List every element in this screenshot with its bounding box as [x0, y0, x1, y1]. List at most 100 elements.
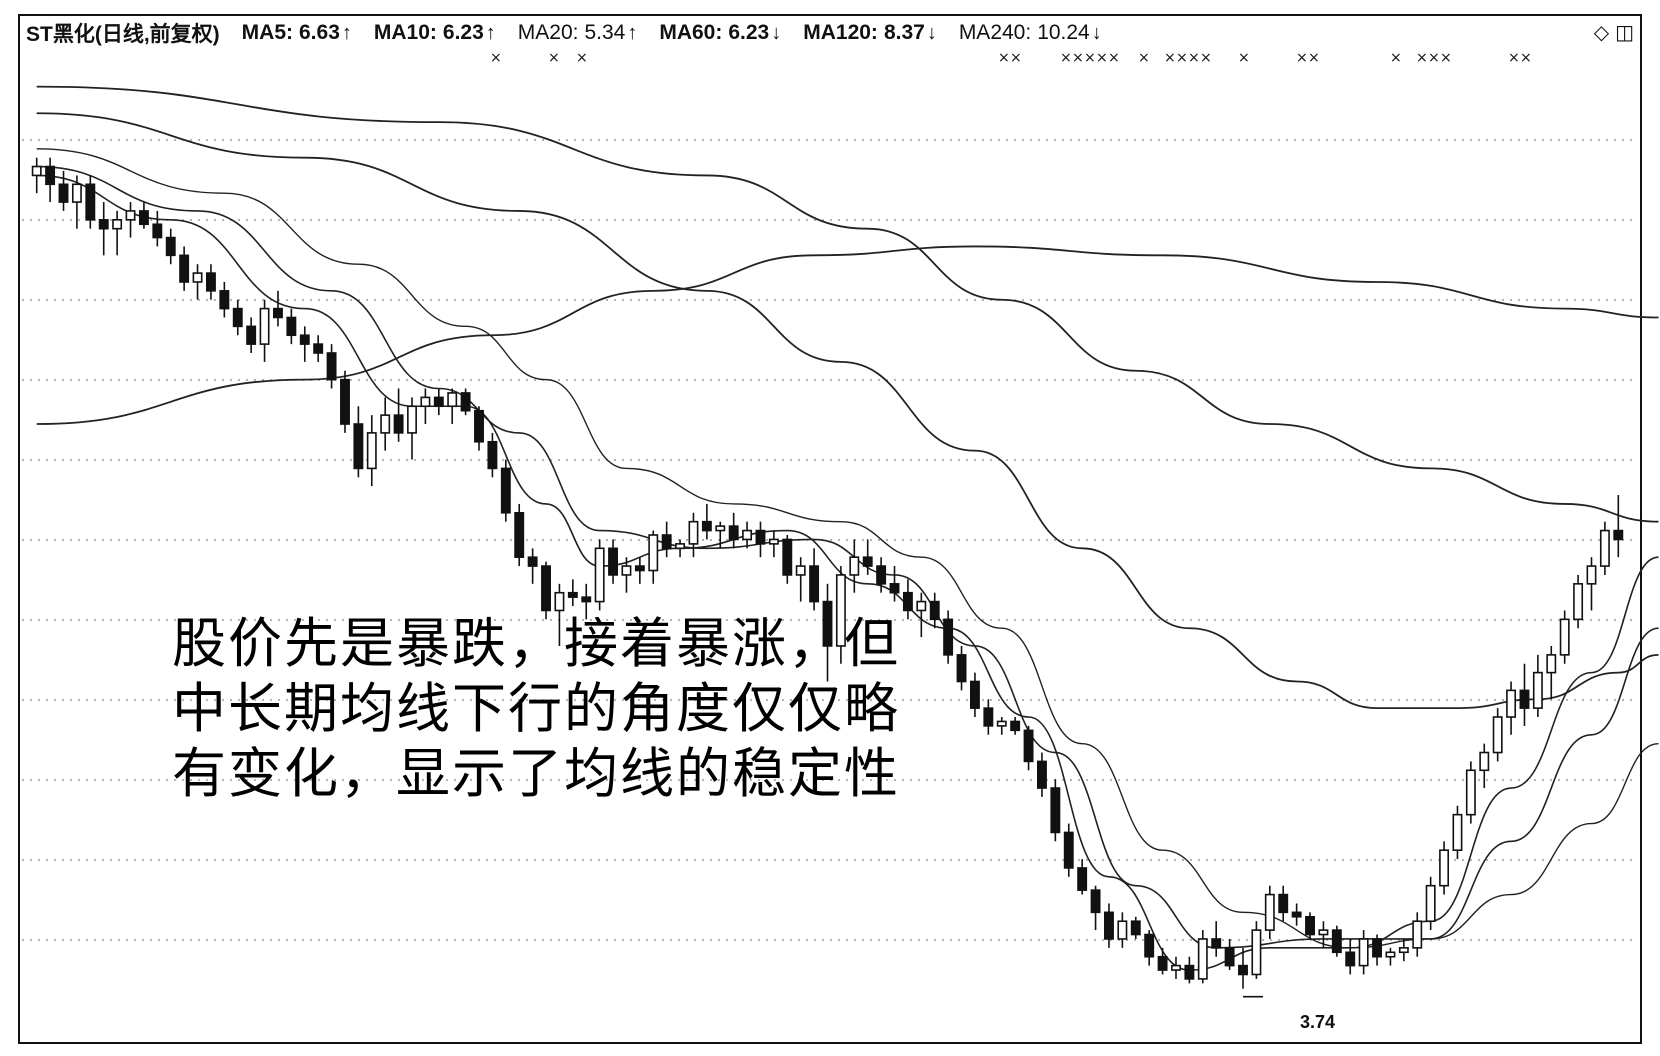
- candle: [527, 548, 538, 584]
- signal-x-marker: ×: [1060, 50, 1072, 66]
- candle: [608, 539, 619, 584]
- down-arrow-icon: ↓: [1091, 21, 1102, 44]
- candle-body-up: [835, 574, 846, 647]
- candle: [1412, 912, 1423, 957]
- candle-body-down: [433, 396, 444, 408]
- candle: [1036, 752, 1047, 797]
- candle-body-down: [1345, 951, 1356, 967]
- candle-body-down: [138, 210, 149, 226]
- candle: [1559, 610, 1570, 664]
- candle: [1211, 921, 1222, 957]
- candle-body-down: [514, 512, 525, 558]
- ma5-indicator: MA5: 6.63 ↑: [241, 21, 352, 44]
- candle: [1372, 934, 1382, 966]
- candle: [366, 415, 377, 487]
- candle: [1318, 921, 1329, 948]
- candle-body-down: [340, 378, 350, 425]
- candle: [1506, 681, 1517, 735]
- signal-x-marker: ×: [1096, 50, 1108, 66]
- candle: [1130, 916, 1141, 939]
- candle: [943, 610, 954, 664]
- candle-body-up: [1559, 618, 1570, 656]
- candle: [795, 557, 806, 602]
- candle: [541, 561, 551, 620]
- candle: [31, 157, 42, 194]
- signal-x-marker: ×: [1010, 50, 1022, 66]
- candle-body-up: [621, 565, 632, 576]
- candle-body-down: [1090, 889, 1101, 914]
- candle: [487, 432, 498, 478]
- signal-x-marker: ×: [490, 50, 502, 66]
- candle: [58, 170, 69, 211]
- candle: [514, 503, 525, 567]
- signal-x-marker: ×: [1108, 50, 1120, 66]
- candle-body-down: [1157, 955, 1168, 971]
- ma60-indicator: MA60: 6.23 ↓: [659, 21, 782, 44]
- candle: [715, 521, 726, 549]
- candle-body-down: [661, 534, 672, 550]
- candle: [1023, 725, 1034, 771]
- candle-body-down: [165, 236, 176, 257]
- candle: [125, 202, 136, 238]
- annotation-line: 中长期均线下行的角度仅仅略: [172, 676, 900, 740]
- candle-body-down: [460, 392, 471, 412]
- signal-x-marker: ×: [1440, 50, 1452, 66]
- candle: [112, 210, 123, 256]
- candle: [1278, 885, 1289, 922]
- candle: [889, 566, 900, 602]
- candle-body-down: [474, 409, 484, 443]
- chart-header: ST黑化(日线,前复权) MA5: 6.63 ↑ MA10: 6.23 ↑ MA20: 5…: [26, 18, 1102, 48]
- candle-body-up: [1385, 951, 1396, 958]
- candle: [822, 583, 833, 682]
- candle: [1144, 930, 1155, 966]
- candle: [246, 317, 257, 353]
- candle-body-down: [701, 520, 712, 532]
- candle: [1077, 859, 1088, 895]
- diamond-icon[interactable]: ◇: [1593, 20, 1610, 44]
- ma120-line: [36, 85, 1659, 523]
- signal-x-marker: ×: [1188, 50, 1200, 66]
- candle: [996, 717, 1007, 735]
- candle-body-down: [326, 352, 337, 381]
- candle-body-up: [1264, 893, 1275, 931]
- candle-body-down: [608, 547, 619, 576]
- ma5-line: [36, 174, 1659, 971]
- candle: [1425, 876, 1436, 931]
- candle: [1613, 495, 1624, 558]
- candle-body-up: [125, 210, 136, 221]
- candle: [1063, 823, 1074, 877]
- candle: [688, 512, 699, 558]
- candle: [701, 503, 712, 540]
- candle: [1439, 841, 1450, 895]
- signal-x-marker: ×: [1390, 50, 1402, 66]
- candle-body-down: [313, 343, 324, 354]
- candle-body-down: [1144, 933, 1155, 958]
- candle-body-up: [1599, 529, 1610, 567]
- candle-body-up: [192, 272, 203, 283]
- candle: [1385, 947, 1396, 966]
- window-icon[interactable]: ◫: [1615, 20, 1634, 44]
- candle-body-up: [1398, 947, 1409, 954]
- candle: [1345, 938, 1356, 975]
- candle: [326, 344, 337, 389]
- candle: [1238, 947, 1248, 989]
- candle-body-up: [1425, 884, 1436, 923]
- candle: [85, 175, 96, 229]
- candle: [1519, 663, 1530, 726]
- candle-body-down: [809, 565, 820, 603]
- candle-body-up: [1546, 654, 1557, 674]
- signal-x-marker: ×: [1176, 50, 1188, 66]
- candle: [835, 566, 846, 664]
- candle-body-up: [380, 414, 391, 434]
- candle: [420, 388, 431, 425]
- ma240-line: [36, 245, 1659, 425]
- candle: [192, 264, 203, 300]
- candle: [380, 397, 391, 451]
- candle: [259, 299, 270, 362]
- candle-body-down: [1063, 831, 1074, 869]
- candle-body-up: [715, 525, 726, 532]
- candle: [567, 579, 578, 607]
- candle-body-down: [567, 591, 578, 598]
- candle: [407, 397, 417, 460]
- candle-body-down: [943, 618, 954, 656]
